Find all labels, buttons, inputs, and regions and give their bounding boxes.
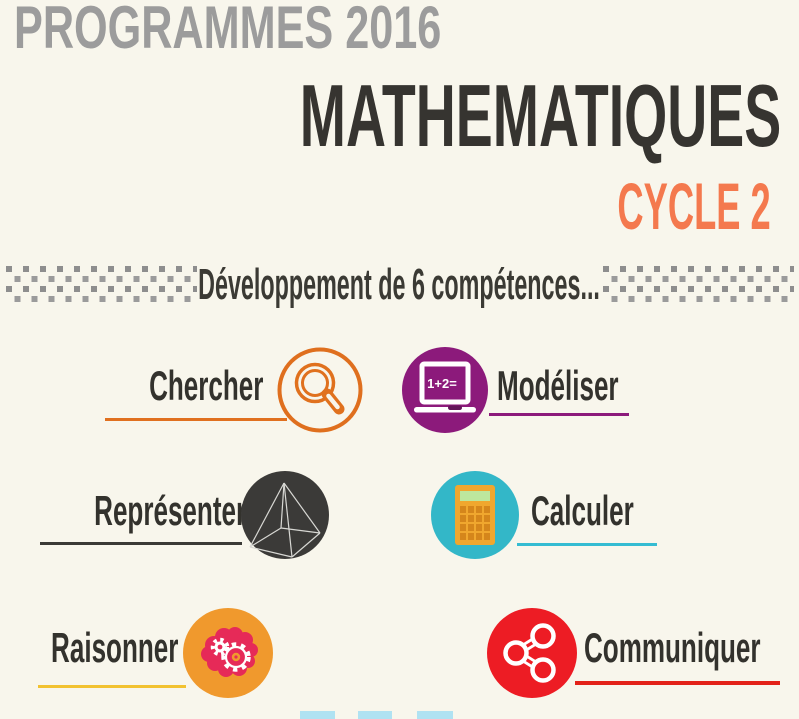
raisonner-underline [38,685,186,688]
modeliser-underline [489,413,629,416]
chercher-underline [105,418,287,421]
calculator-icon [431,471,519,559]
dots-pattern-right [602,265,794,303]
representer-label: Représenter [94,487,246,534]
page-subtitle: CYCLE 2 [617,169,771,243]
dots-pattern-left [5,265,197,303]
cut-off-blue-bar [300,711,335,719]
raisonner-badge [183,608,273,703]
kicker-title: PROGRAMMES 2016 [14,0,442,61]
calculer-label: Calculer [531,487,634,534]
cut-off-blue-bar [358,711,392,719]
communiquer-label: Communiquer [584,624,761,671]
share-icon [487,608,577,698]
communiquer-underline [575,681,780,685]
blackboard-icon: 1+2= [402,347,488,433]
band-title-wrap: Développement de 6 compétences... [0,263,799,307]
representer-badge [241,471,329,564]
cut-off-blue-bar [417,711,453,719]
calculer-badge [431,471,519,564]
pyramid-icon [241,471,329,559]
magnifier-icon [277,347,363,433]
board-text: 1+2= [427,376,457,391]
modeliser-badge: 1+2= [402,347,488,438]
band-title: Développement de 6 compétences... [198,260,601,309]
communiquer-badge [487,608,577,703]
page-title: MATHEMATIQUES [299,66,781,165]
modeliser-label: Modéliser [497,362,619,409]
calculer-underline [517,543,657,546]
chercher-badge [277,347,363,438]
raisonner-label: Raisonner [50,624,178,671]
brain-gears-icon [183,608,273,698]
representer-underline [40,542,242,545]
chercher-label: Chercher [148,362,263,409]
